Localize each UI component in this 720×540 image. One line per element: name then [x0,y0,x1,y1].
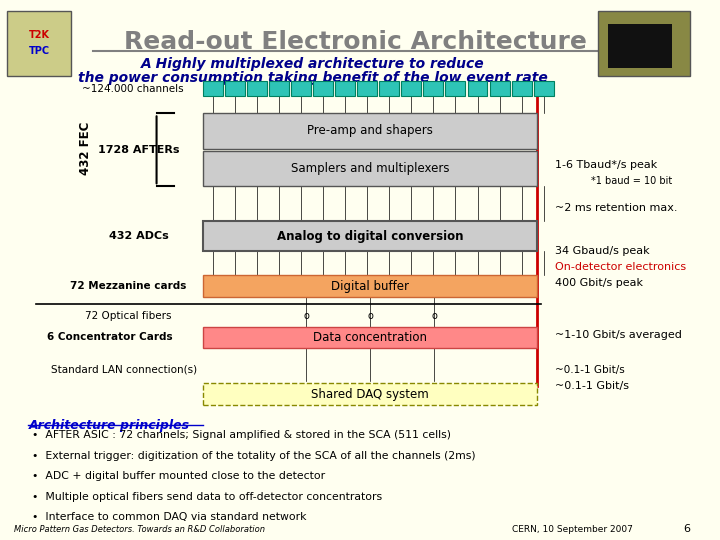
FancyBboxPatch shape [203,275,537,297]
Text: 1728 AFTERs: 1728 AFTERs [98,145,179,155]
Text: •  AFTER ASIC : 72 channels; Signal amplified & stored in the SCA (511 cells): • AFTER ASIC : 72 channels; Signal ampli… [32,430,451,441]
FancyBboxPatch shape [446,81,465,96]
FancyBboxPatch shape [203,113,537,148]
Text: Analog to digital conversion: Analog to digital conversion [276,230,463,243]
FancyBboxPatch shape [225,81,245,96]
Text: 432 FEC: 432 FEC [79,122,92,175]
FancyBboxPatch shape [203,327,537,348]
Text: the power consumption taking benefit of the low event rate: the power consumption taking benefit of … [78,71,548,85]
FancyBboxPatch shape [598,11,690,76]
Text: o: o [367,311,373,321]
Text: 432 ADCs: 432 ADCs [109,231,168,241]
Text: •  ADC + digital buffer mounted close to the detector: • ADC + digital buffer mounted close to … [32,471,325,482]
Text: A Highly multiplexed architecture to reduce: A Highly multiplexed architecture to red… [141,57,485,71]
Text: o: o [431,311,437,321]
FancyBboxPatch shape [203,383,537,405]
Text: ~2 ms retention max.: ~2 ms retention max. [555,203,678,213]
Text: *1 baud = 10 bit: *1 baud = 10 bit [590,176,672,186]
Text: 6: 6 [683,523,690,534]
FancyBboxPatch shape [512,81,531,96]
FancyBboxPatch shape [313,81,333,96]
FancyBboxPatch shape [608,24,672,68]
Text: o: o [303,311,309,321]
Text: Pre-amp and shapers: Pre-amp and shapers [307,124,433,138]
Text: T2K: T2K [29,30,50,40]
Text: CERN, 10 September 2007: CERN, 10 September 2007 [513,524,634,534]
FancyBboxPatch shape [269,81,289,96]
Text: Micro Pattern Gas Detectors. Towards an R&D Collaboration: Micro Pattern Gas Detectors. Towards an … [14,524,265,534]
FancyBboxPatch shape [379,81,399,96]
FancyBboxPatch shape [490,81,510,96]
Text: Digital buffer: Digital buffer [331,280,409,293]
FancyBboxPatch shape [336,81,355,96]
Text: ~0.1-1 Gbit/s: ~0.1-1 Gbit/s [555,365,625,375]
FancyBboxPatch shape [534,81,554,96]
Text: •  External trigger: digitization of the totality of the SCA of all the channels: • External trigger: digitization of the … [32,451,476,461]
FancyBboxPatch shape [423,81,444,96]
Text: •  Interface to common DAQ via standard network: • Interface to common DAQ via standard n… [32,512,307,523]
FancyBboxPatch shape [467,81,487,96]
Text: Standard LAN connection(s): Standard LAN connection(s) [51,365,197,375]
Text: 34 Gbaud/s peak: 34 Gbaud/s peak [555,246,649,256]
Text: 400 Gbit/s peak: 400 Gbit/s peak [555,279,643,288]
Text: Architecture principles: Architecture principles [29,418,189,431]
Text: Shared DAQ system: Shared DAQ system [311,388,429,401]
Text: 6 Concentrator Cards: 6 Concentrator Cards [48,333,173,342]
FancyBboxPatch shape [401,81,421,96]
Text: Read-out Electronic Architecture: Read-out Electronic Architecture [125,30,588,53]
Text: 1-6 Tbaud*/s peak: 1-6 Tbaud*/s peak [555,160,657,170]
Text: 72 Optical fibers: 72 Optical fibers [85,311,171,321]
Text: Data concentration: Data concentration [313,331,427,344]
Text: ~1-10 Gbit/s averaged: ~1-10 Gbit/s averaged [555,330,682,340]
FancyBboxPatch shape [247,81,267,96]
FancyBboxPatch shape [203,151,537,186]
Text: 72 Mezzanine cards: 72 Mezzanine cards [70,281,186,291]
Text: Samplers and multiplexers: Samplers and multiplexers [291,162,449,176]
FancyBboxPatch shape [291,81,311,96]
Text: TPC: TPC [29,46,50,56]
FancyBboxPatch shape [203,81,222,96]
Text: ~124.000 channels: ~124.000 channels [82,84,184,94]
Text: On-detector electronics: On-detector electronics [555,262,686,272]
Text: •  Multiple optical fibers send data to off-detector concentrators: • Multiple optical fibers send data to o… [32,492,382,502]
FancyBboxPatch shape [203,221,537,251]
Text: ~0.1-1 Gbit/s: ~0.1-1 Gbit/s [555,381,629,391]
FancyBboxPatch shape [357,81,377,96]
FancyBboxPatch shape [7,11,71,76]
